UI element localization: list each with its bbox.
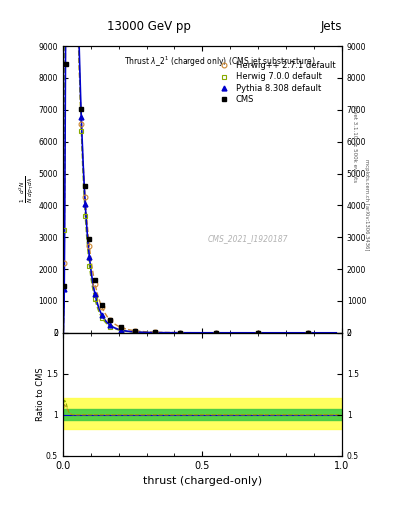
Pythia 8.308 default [63, 14, 68, 20]
Text: 13000 GeV pp: 13000 GeV pp [107, 20, 191, 33]
Text: Jets: Jets [320, 20, 342, 33]
Pythia 8.308 default [108, 322, 113, 328]
Herwig++ 2.7.1 default [79, 121, 84, 127]
Herwig 7.0.0 default [306, 330, 311, 336]
Y-axis label: Ratio to CMS: Ratio to CMS [35, 368, 44, 421]
Line: Herwig++ 2.7.1 default: Herwig++ 2.7.1 default [62, 0, 311, 335]
Herwig 7.0.0 default [133, 329, 138, 335]
Pythia 8.308 default [119, 327, 124, 333]
Text: Thrust $\lambda\_2^1$ (charged only) (CMS jet substructure): Thrust $\lambda\_2^1$ (charged only) (CM… [124, 55, 316, 69]
Line: Herwig 7.0.0 default: Herwig 7.0.0 default [62, 0, 311, 335]
Bar [63, 409, 342, 420]
Herwig++ 2.7.1 default [306, 330, 311, 336]
Herwig++ 2.7.1 default [133, 328, 138, 334]
Bar [63, 398, 342, 430]
Herwig 7.0.0 default [214, 330, 219, 336]
Herwig 7.0.0 default [87, 263, 92, 269]
Pythia 8.308 default [306, 330, 311, 336]
Pythia 8.308 default [214, 330, 219, 336]
Legend: Herwig++ 2.7.1 default, Herwig 7.0.0 default, Pythia 8.308 default, CMS: Herwig++ 2.7.1 default, Herwig 7.0.0 def… [213, 59, 338, 106]
Herwig 7.0.0 default [75, 4, 80, 10]
Herwig++ 2.7.1 default [99, 304, 104, 310]
Herwig++ 2.7.1 default [87, 243, 92, 249]
Herwig 7.0.0 default [178, 330, 182, 336]
Herwig++ 2.7.1 default [152, 329, 157, 335]
Pythia 8.308 default [256, 330, 261, 336]
Herwig 7.0.0 default [93, 296, 97, 302]
Herwig 7.0.0 default [83, 212, 88, 219]
Herwig++ 2.7.1 default [63, 0, 68, 5]
Herwig 7.0.0 default [119, 328, 124, 334]
Pythia 8.308 default [133, 329, 138, 335]
Pythia 8.308 default [75, 0, 80, 1]
Herwig++ 2.7.1 default [62, 260, 67, 266]
Herwig 7.0.0 default [152, 330, 157, 336]
Herwig 7.0.0 default [108, 324, 113, 330]
Y-axis label: $\frac{1}{\mathit{N}}\,\frac{d^2N}{dp_\mathrm{T}\,d\lambda}$: $\frac{1}{\mathit{N}}\,\frac{d^2N}{dp_\m… [18, 176, 36, 203]
Herwig++ 2.7.1 default [178, 330, 182, 336]
Herwig++ 2.7.1 default [256, 330, 261, 336]
Text: CMS_2021_I1920187: CMS_2021_I1920187 [208, 234, 288, 243]
Pythia 8.308 default [62, 286, 67, 292]
Herwig 7.0.0 default [79, 128, 84, 134]
Pythia 8.308 default [79, 114, 84, 120]
Pythia 8.308 default [178, 330, 182, 336]
Herwig++ 2.7.1 default [83, 195, 88, 201]
Pythia 8.308 default [152, 330, 157, 336]
Herwig++ 2.7.1 default [75, 26, 80, 32]
Herwig++ 2.7.1 default [93, 281, 97, 287]
Herwig 7.0.0 default [62, 227, 67, 233]
Herwig++ 2.7.1 default [108, 317, 113, 324]
Text: Rivet 3.1.10, ≥ 500k events: Rivet 3.1.10, ≥ 500k events [352, 105, 357, 182]
Line: Pythia 8.308 default: Pythia 8.308 default [62, 0, 311, 335]
Herwig 7.0.0 default [99, 315, 104, 321]
Pythia 8.308 default [83, 201, 88, 207]
Text: mcplots.cern.ch [arXiv:1306.3436]: mcplots.cern.ch [arXiv:1306.3436] [364, 159, 369, 250]
Herwig++ 2.7.1 default [214, 330, 219, 336]
Pythia 8.308 default [87, 254, 92, 260]
X-axis label: thrust (charged-only): thrust (charged-only) [143, 476, 262, 486]
Pythia 8.308 default [99, 312, 104, 318]
Herwig++ 2.7.1 default [119, 325, 124, 331]
Herwig 7.0.0 default [256, 330, 261, 336]
Pythia 8.308 default [93, 291, 97, 297]
